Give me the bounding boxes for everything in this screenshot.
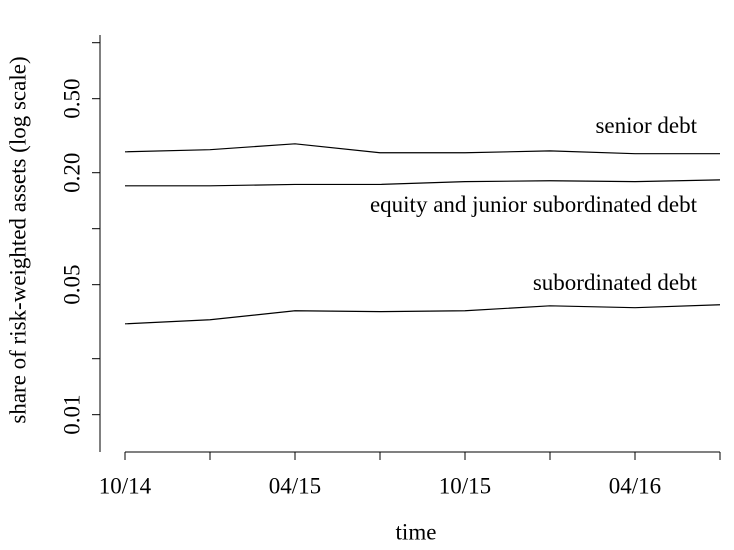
y-axis-label: share of risk-weighted assets (log scale…: [5, 56, 30, 423]
x-tick-label: 04/15: [269, 473, 321, 498]
x-tick-label: 10/14: [99, 473, 152, 498]
x-tick-label: 10/15: [439, 473, 491, 498]
series-label: equity and junior subordinated debt: [370, 192, 698, 217]
y-tick-label: 0.05: [59, 265, 84, 305]
series-label: subordinated debt: [533, 270, 698, 295]
series-line: [125, 179, 721, 187]
y-tick-label: 0.01: [59, 395, 84, 435]
y-tick-label: 0.50: [59, 79, 84, 119]
series-label: senior debt: [595, 113, 697, 138]
series-line: [124, 304, 721, 325]
y-tick-label: 0.20: [59, 153, 84, 193]
x-axis-label: time: [396, 519, 437, 544]
series-line: [124, 143, 720, 155]
x-tick-label: 04/16: [609, 473, 661, 498]
